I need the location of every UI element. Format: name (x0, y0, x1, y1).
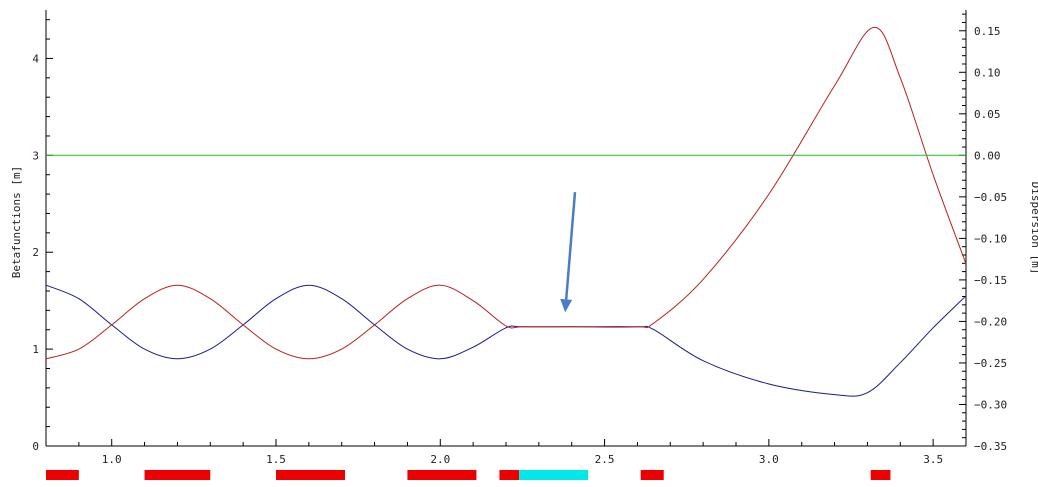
y-right-tick-label: −0.20 (974, 315, 1007, 328)
lattice-element (870, 470, 891, 480)
lattice-element (276, 470, 345, 480)
x-tick-label: 2.5 (595, 453, 615, 466)
x-tick-label: 1.5 (266, 453, 286, 466)
y-left-axis-title: Betafunctions [m] (10, 166, 23, 279)
arrow-head (560, 298, 573, 313)
y-right-tick-label: 0.15 (974, 25, 1001, 38)
lattice-element (407, 470, 477, 480)
x-tick-label: 2.0 (430, 453, 450, 466)
x-ticks: 1.0 1.5 2.0 2.5 3.0 3.5 (78, 439, 967, 466)
annotation (560, 192, 577, 313)
y-left-tick-label: 0 (32, 440, 39, 453)
lattice-element (499, 470, 520, 480)
y-right-tick-label: −0.05 (974, 191, 1007, 204)
lattice-elements (46, 470, 891, 480)
series-line-2 (45, 26, 967, 360)
series-lines (45, 26, 967, 397)
y-right-tick-label: 0.10 (974, 66, 1001, 79)
lattice-element (46, 470, 79, 480)
y-right-tick-label: −0.30 (974, 398, 1007, 411)
y-right-tick-label: −0.10 (974, 232, 1007, 245)
y-left-tick-label: 4 (32, 52, 39, 65)
y-right-tick-label: 0.00 (974, 149, 1001, 162)
x-tick-label: 3.0 (759, 453, 779, 466)
x-tick-label: 1.0 (102, 453, 122, 466)
lattice-element (640, 470, 664, 480)
series-line-1 (45, 284, 967, 397)
x-tick-label: 3.5 (923, 453, 943, 466)
y-right-axis-title: Dispersion [m] (1029, 182, 1038, 275)
y-left-tick-label: 3 (32, 149, 39, 162)
y-left-ticks: 0 1 2 3 4 (32, 19, 53, 453)
y-right-tick-label: 0.05 (974, 108, 1001, 121)
lattice-element (144, 470, 211, 480)
axes (45, 10, 967, 447)
lattice-element (519, 470, 589, 480)
y-right-tick-label: −0.25 (974, 357, 1007, 370)
y-right-tick-label: −0.35 (974, 440, 1007, 453)
y-left-tick-label: 2 (32, 246, 39, 259)
arrow-shaft (564, 192, 577, 300)
y-right-tick-label: −0.15 (974, 274, 1007, 287)
y-left-tick-label: 1 (32, 343, 39, 356)
y-right-ticks: −0.35 −0.30 −0.25 −0.20 −0.15 −0.10 −0.05 0.00 0… (959, 13, 1007, 453)
